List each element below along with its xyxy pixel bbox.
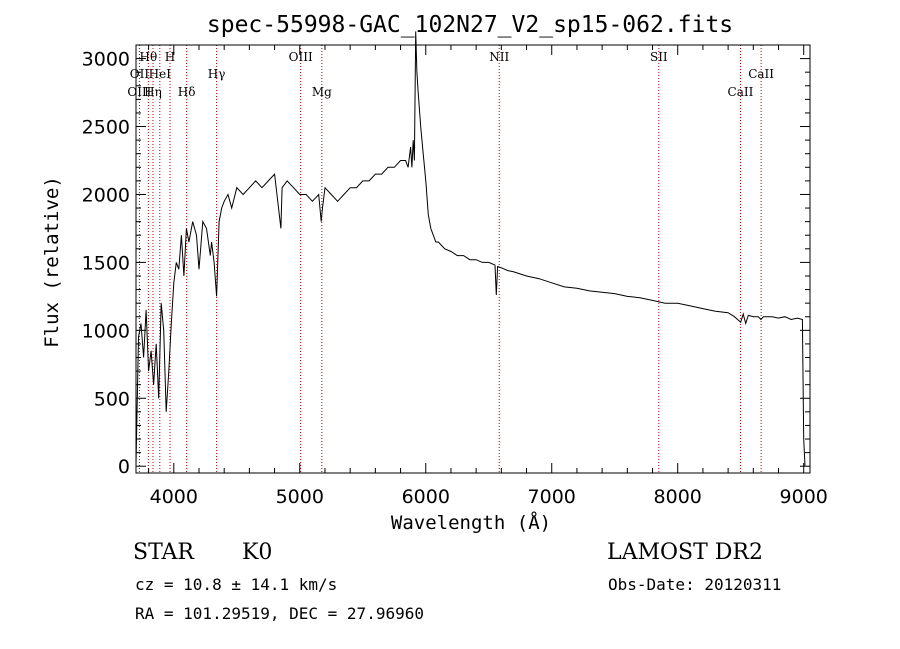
x-tick-label: 5000	[276, 486, 324, 508]
y-axis: 0 500 1000 1500 2000 2500 3000	[82, 49, 810, 478]
line-label: OII	[130, 67, 150, 81]
line-label: Hθ	[139, 50, 157, 64]
line-label: H	[165, 50, 175, 64]
chart-title: spec-55998-GAC_102N27_V2_sp15-062.fits	[207, 12, 733, 38]
line-label: OIII	[127, 85, 151, 99]
object-subclass: K0	[242, 540, 273, 565]
survey-name: LAMOST DR2	[607, 540, 763, 565]
redshift-text: cz = 10.8 ± 14.1 km/s	[135, 575, 338, 594]
line-label: HeI	[149, 67, 172, 81]
spectrum-line	[135, 31, 806, 467]
x-axis-label: Wavelength (Å)	[391, 511, 551, 534]
x-tick-label: 7000	[528, 486, 576, 508]
line-label: Mg	[312, 85, 332, 99]
y-tick-label: 2500	[82, 117, 130, 139]
line-label: NII	[489, 50, 509, 64]
line-label: SII	[650, 50, 668, 64]
y-axis-label: Flux (relative)	[41, 176, 63, 348]
x-tick-label: 9000	[780, 486, 828, 508]
x-tick-label: 4000	[150, 486, 198, 508]
line-label: Hη	[144, 85, 162, 99]
line-label: Hγ	[208, 67, 226, 81]
y-tick-label: 500	[94, 388, 130, 410]
coordinates-text: RA = 101.29519, DEC = 27.96960	[135, 604, 424, 623]
x-tick-label: 8000	[654, 486, 702, 508]
line-label: CaII	[748, 67, 774, 81]
y-tick-label: 0	[118, 456, 130, 478]
obs-date-text: Obs-Date: 20120311	[608, 575, 782, 594]
line-label: OIII	[289, 50, 313, 64]
x-tick-label: 6000	[402, 486, 450, 508]
line-label: CaII	[728, 85, 754, 99]
x-axis: 4000 5000 6000 7000 8000 9000	[148, 45, 828, 508]
y-tick-label: 2000	[82, 184, 130, 206]
plot-frame	[135, 44, 811, 474]
spectrum-series	[135, 31, 806, 467]
y-tick-label: 1000	[82, 320, 130, 342]
object-class: STAR	[133, 540, 194, 565]
y-tick-label: 3000	[82, 49, 130, 71]
y-tick-label: 1500	[82, 252, 130, 274]
line-label: Hδ	[178, 85, 196, 99]
